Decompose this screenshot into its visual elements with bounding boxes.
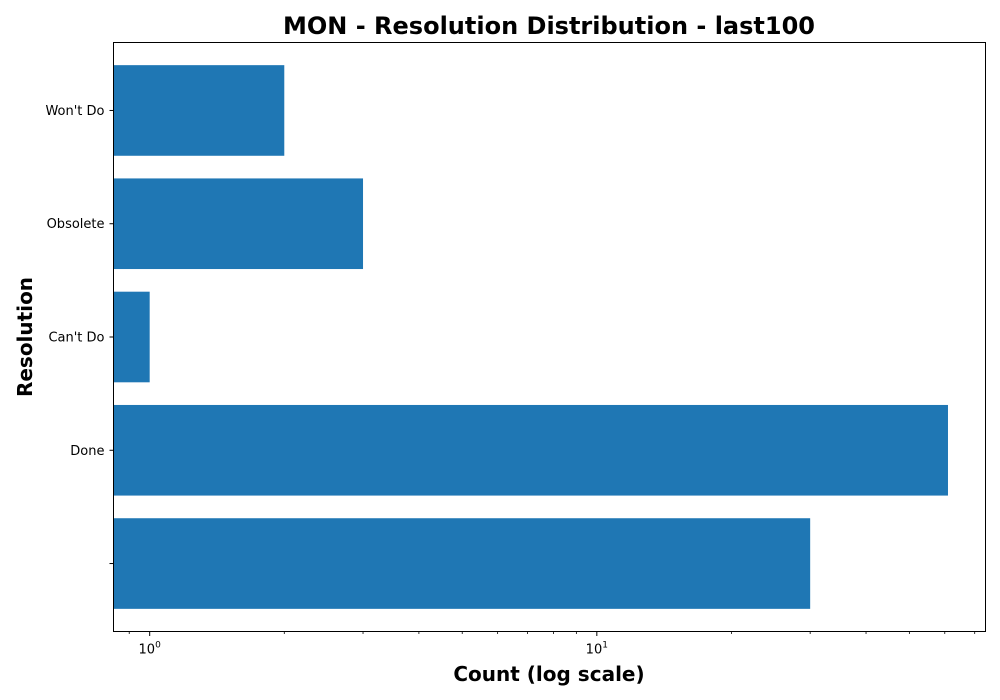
- y-tick-label: Can't Do: [48, 331, 104, 346]
- y-tick-label: Done: [70, 444, 104, 459]
- x-axis-label: Count (log scale): [453, 662, 644, 686]
- bar-4: [113, 65, 285, 156]
- x-tick-label: 101: [586, 641, 608, 658]
- bar-3: [113, 178, 364, 270]
- chart-title: MON - Resolution Distribution - last100: [283, 12, 815, 40]
- plot-frame: [113, 42, 986, 632]
- bar-1: [113, 404, 948, 496]
- bars-group: [113, 65, 948, 609]
- y-tick-label: Won't Do: [45, 104, 104, 119]
- y-tick-label: Obsolete: [47, 217, 105, 232]
- bar-2: [113, 291, 150, 383]
- y-axis-label: Resolution: [13, 277, 37, 397]
- bar-0: [113, 518, 811, 609]
- x-tick-label: 100: [139, 641, 162, 658]
- x-axis-ticks: 100 101: [128, 631, 976, 658]
- y-axis-ticks: Done Can't Do Obsolete Won't Do: [45, 104, 114, 565]
